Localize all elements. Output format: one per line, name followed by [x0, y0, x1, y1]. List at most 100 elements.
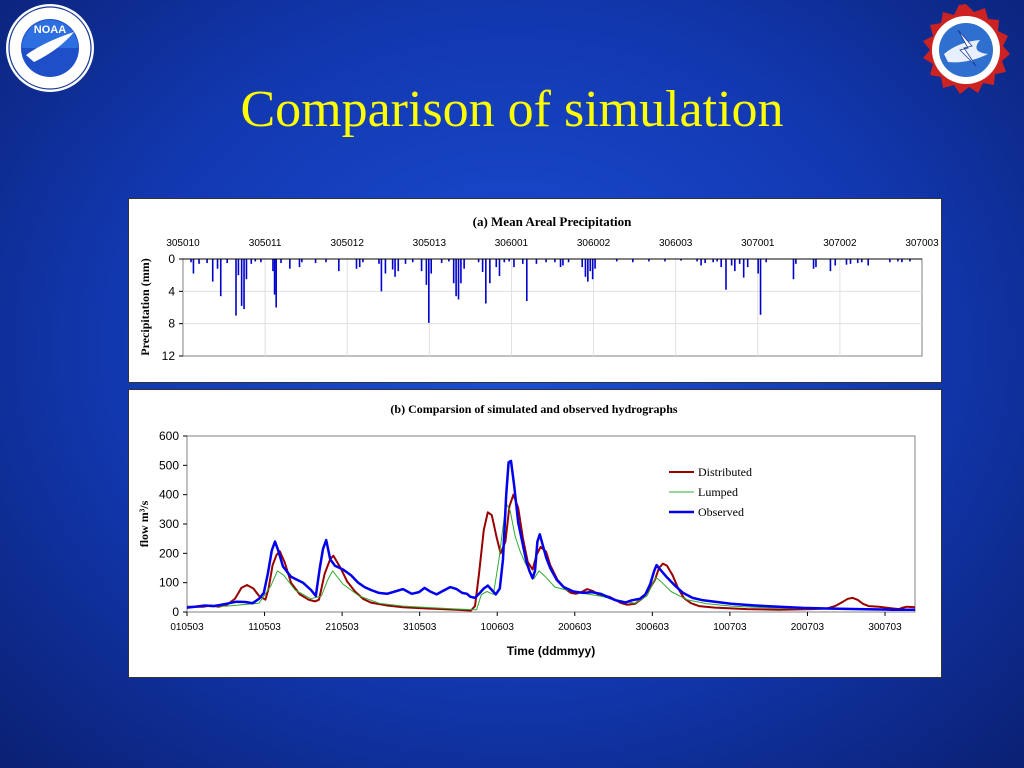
x-tick-label: 300703 — [868, 622, 902, 633]
x-tick-label: 110503 — [248, 622, 281, 633]
precip-bar — [545, 259, 547, 263]
precip-bar — [521, 259, 524, 264]
precip-bar — [463, 259, 465, 269]
precip-bar — [298, 259, 301, 268]
x-tick-label: 310503 — [403, 622, 437, 633]
plot-area — [182, 258, 923, 357]
precip-bar — [795, 259, 797, 264]
precip-bar — [897, 259, 899, 262]
precip-bar — [535, 259, 538, 264]
chart-title: (b) Comparsion of simulated and observed… — [390, 402, 677, 416]
precip-bar — [362, 259, 364, 263]
hydrograph-chart-panel: 0 100 200 300 400 500 600 010503 110503 210503 31… — [128, 389, 942, 678]
precip-bar — [503, 259, 506, 263]
precip-bar — [757, 259, 759, 274]
y-tick-label: 12 — [162, 349, 176, 363]
y-tick-label: 400 — [159, 488, 179, 502]
precip-bar — [452, 259, 455, 284]
x-tick-label: 305012 — [331, 238, 365, 249]
precip-bar — [716, 259, 718, 262]
precip-bar — [704, 259, 706, 264]
precip-bar — [485, 259, 487, 304]
y-tick-label: 500 — [159, 458, 179, 472]
precip-bar — [696, 259, 698, 262]
precip-bar — [289, 259, 291, 269]
precip-bar — [420, 259, 423, 272]
precip-bar — [856, 259, 859, 264]
x-tick-label: 100603 — [481, 622, 515, 633]
hydrograph-chart: 0 100 200 300 400 500 600 010503 110503 210503 31… — [137, 402, 916, 658]
precip-bar — [211, 259, 214, 282]
precip-bar — [567, 259, 570, 263]
precip-bar — [216, 259, 219, 269]
precip-bar — [380, 259, 383, 292]
y-tick-label: 0 — [168, 252, 175, 266]
precip-bar — [237, 259, 240, 276]
precip-bar — [254, 259, 257, 262]
y-tick-label: 300 — [159, 517, 179, 531]
precip-bar — [700, 259, 702, 266]
legend: Distributed Lumped Observed — [669, 465, 752, 519]
series-line-lumped — [186, 503, 915, 611]
precip-bar — [648, 259, 650, 262]
precipitation-chart-panel: 305010 305011 305012 305013 306001 306002 3060… — [128, 198, 942, 383]
chart-title: (a) Mean Areal Precipitation — [473, 214, 633, 229]
precip-bar — [198, 259, 200, 264]
precip-bar — [680, 259, 682, 261]
precip-bar — [720, 259, 722, 268]
precip-bar — [849, 259, 852, 264]
precip-bar — [632, 259, 634, 263]
precip-bar — [554, 259, 556, 263]
precip-bar — [226, 259, 228, 264]
x-tick-label: 305013 — [413, 238, 447, 249]
precip-bar — [594, 259, 596, 269]
noaa-logo-text: NOAA — [34, 24, 66, 36]
precip-bar — [498, 259, 501, 276]
series-line-observed — [186, 459, 915, 611]
y-tick-label: 0 — [172, 605, 179, 619]
precip-bar — [275, 259, 277, 308]
precip-bar — [615, 259, 618, 262]
x-tick-label: 306002 — [577, 238, 611, 249]
noaa-logo: NOAA — [6, 4, 94, 92]
precip-bar — [235, 259, 237, 316]
y-tick-label: 600 — [159, 429, 179, 443]
precip-bar — [301, 259, 303, 263]
legend-label: Lumped — [698, 485, 738, 499]
x-tick-label: 100703 — [713, 622, 747, 633]
precip-bar — [378, 259, 380, 264]
x-tick-label: 306003 — [659, 238, 693, 249]
precip-bar — [587, 259, 589, 282]
precip-bar — [404, 259, 407, 264]
precip-bar — [391, 259, 394, 270]
precip-bar — [525, 259, 528, 302]
precip-bar — [489, 259, 491, 284]
x-tick-label: 010503 — [170, 622, 204, 633]
precip-bar — [581, 259, 584, 268]
precip-bar — [314, 259, 317, 264]
precip-bar — [481, 259, 484, 272]
precip-bar — [411, 259, 414, 263]
precip-bar — [440, 259, 443, 264]
precip-bar — [243, 259, 245, 310]
legend-label: Distributed — [698, 465, 752, 479]
precip-bar — [591, 259, 594, 280]
x-tick-label: 200703 — [791, 622, 825, 633]
precip-bar — [812, 259, 815, 269]
precip-bar — [734, 259, 736, 272]
y-tick-label: 100 — [159, 576, 179, 590]
x-tick-label: 307003 — [905, 238, 939, 249]
precip-bar — [245, 259, 248, 280]
precip-bar — [455, 259, 457, 297]
precip-bar — [901, 259, 903, 263]
y-tick-label: 200 — [159, 546, 179, 560]
x-axis-label: Time (ddmmyy) — [507, 644, 595, 658]
x-tick-label: 305010 — [166, 238, 200, 249]
precip-bar — [730, 259, 733, 266]
precip-bar — [759, 259, 762, 315]
slide-title: Comparison of simulation — [240, 81, 784, 138]
precip-bar — [495, 259, 498, 268]
precip-bar — [889, 259, 891, 263]
nws-logo — [923, 4, 1010, 94]
precip-bar — [273, 259, 276, 295]
